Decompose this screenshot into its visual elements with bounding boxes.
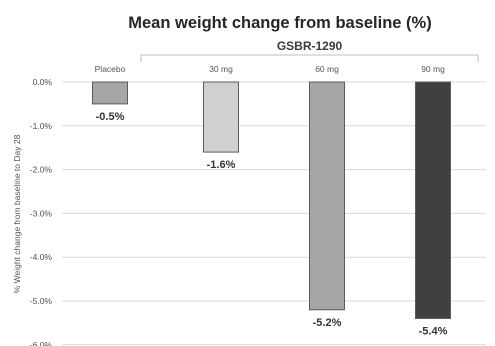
grid-layer bbox=[62, 81, 486, 346]
data-label: -0.5% bbox=[96, 111, 125, 123]
data-label: -1.6% bbox=[207, 159, 236, 171]
data-label: -5.2% bbox=[313, 317, 342, 329]
y-tick-label: -5.0% bbox=[30, 296, 53, 306]
dose-group-label: GSBR-1290 bbox=[277, 39, 343, 53]
y-tick-label: -4.0% bbox=[30, 252, 53, 262]
y-axis-ticks: 0.0% -1.0% -2.0% -3.0% -4.0% -5.0% -6.0% bbox=[30, 77, 53, 346]
bars bbox=[92, 81, 451, 320]
category-label: Placebo bbox=[95, 64, 126, 74]
y-tick-label: -6.0% bbox=[30, 340, 53, 346]
y-tick-label: -1.0% bbox=[30, 121, 53, 131]
chart-title: Mean weight change from baseline (%) bbox=[128, 14, 431, 32]
bar bbox=[92, 81, 128, 105]
category-labels: Placebo 30 mg 60 mg 90 mg bbox=[95, 64, 445, 74]
data-label: -5.4% bbox=[419, 326, 448, 338]
category-label: 60 mg bbox=[315, 64, 339, 74]
category-label: 30 mg bbox=[209, 64, 233, 74]
y-tick-label: 0.0% bbox=[33, 77, 53, 87]
bar bbox=[309, 81, 345, 311]
category-label: 90 mg bbox=[421, 64, 445, 74]
bar bbox=[203, 81, 239, 153]
y-tick-label: -3.0% bbox=[30, 208, 53, 218]
y-tick-label: -2.0% bbox=[30, 165, 53, 175]
dose-group-bracket bbox=[140, 54, 479, 62]
bar bbox=[415, 81, 451, 320]
value-labels: -0.5% -1.6% -5.2% -5.4% bbox=[96, 111, 448, 338]
y-axis-label: % Weight change from baseline to Day 28 bbox=[12, 134, 22, 293]
